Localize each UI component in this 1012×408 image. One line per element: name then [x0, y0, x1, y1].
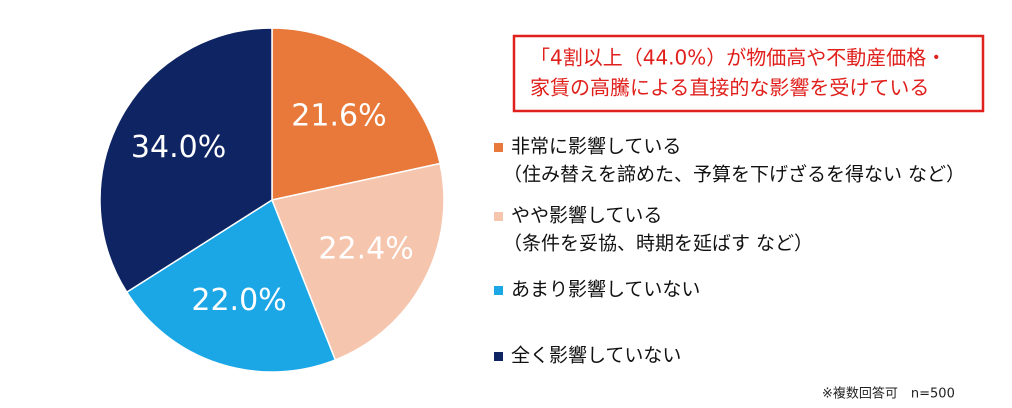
legend-swatch [494, 352, 503, 361]
legend-label: 全く影響していない [511, 345, 681, 367]
slice-label: 34.0% [131, 130, 226, 165]
legend-swatch [494, 143, 503, 152]
legend-label: やや影響している [511, 205, 662, 227]
footnote: ※複数回答可 n=500 [822, 386, 955, 402]
pie-slice [270, 162, 445, 361]
legend-note: （条件を妥協、時期を延ばす など） [503, 233, 813, 255]
annotation-box [512, 34, 985, 113]
legend-note: （住み替えを諦めた、予算を下げざるを得ない など） [503, 163, 965, 186]
pie-slice [99, 27, 273, 294]
annotation-line: 家賃の高騰による直接的な影響を受けている [530, 76, 929, 100]
slice-label: 22.4% [318, 232, 413, 267]
legend-label: あまり影響していない [511, 279, 700, 301]
pie-slice [125, 198, 337, 373]
pie-slice [271, 27, 441, 201]
annotation-line: 「4割以上（44.0%）が物価高や不動産価格・ [530, 46, 946, 70]
legend-label: 非常に影響している [511, 136, 681, 158]
slice-label: 21.6% [291, 98, 386, 133]
legend-swatch [494, 286, 503, 295]
slice-label: 22.0% [191, 283, 286, 318]
legend-swatch [494, 212, 503, 221]
